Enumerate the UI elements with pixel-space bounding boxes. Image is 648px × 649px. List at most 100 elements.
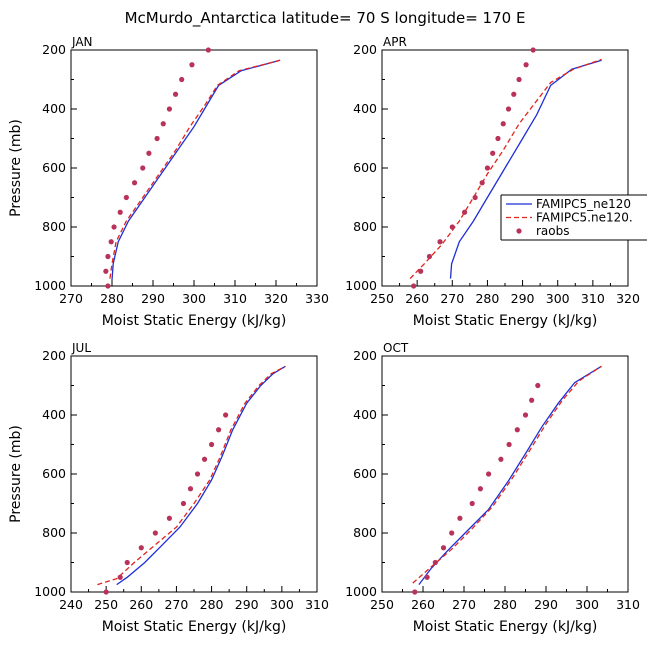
y-tick-label: 800 (42, 525, 66, 540)
x-tick-label: 260 (129, 597, 153, 612)
raobs-point (530, 47, 536, 53)
x-tick-label: 310 (581, 291, 605, 306)
x-tick-label: 270 (164, 597, 188, 612)
y-tick-label: 800 (353, 525, 377, 540)
x-tick-label: 280 (200, 597, 224, 612)
y-tick-label: 600 (42, 466, 66, 481)
raobs-point (180, 500, 187, 507)
dashed-series-line (409, 58, 602, 280)
y-tick-label: 200 (353, 348, 377, 363)
series-1 (409, 58, 602, 280)
raobs-point (479, 180, 485, 186)
raobs-point (103, 589, 109, 595)
raobs-point (103, 268, 109, 274)
figure-title: McMurdo_Antarctica latitude= 70 S longit… (125, 9, 526, 28)
raobs-point (154, 135, 160, 142)
raobs-point (486, 471, 492, 477)
raobs-point (105, 283, 111, 289)
raobs-point (111, 224, 117, 230)
legend-label: raobs (536, 224, 570, 238)
y-tick-label: 600 (42, 160, 66, 175)
series-0 (111, 59, 281, 281)
y-tick-label: 200 (353, 42, 377, 57)
y-tick-label: 200 (42, 348, 66, 363)
y-axis-label: Pressure (mb) (8, 119, 24, 217)
raobs-point (411, 283, 417, 289)
x-tick-label: 280 (475, 291, 499, 306)
legend-label: FAMIPC5.ne120. (536, 211, 633, 225)
x-axis-label: Moist Static Energy (kJ/kg) (102, 619, 287, 635)
raobs-point (223, 412, 229, 418)
x-tick-label: 250 (94, 597, 118, 612)
raobs-point (172, 91, 179, 97)
month-label: JAN (71, 35, 93, 49)
raobs-point (179, 76, 185, 83)
raobs-point (469, 500, 475, 507)
x-tick-label: 310 (305, 597, 329, 612)
x-tick-label: 300 (270, 597, 294, 612)
raobs-point (426, 253, 433, 260)
raobs-point (412, 589, 418, 595)
series-0 (418, 365, 602, 585)
raobs-point (201, 456, 208, 462)
raobs-point (440, 545, 447, 551)
x-axis-label: Moist Static Energy (kJ/kg) (413, 619, 598, 635)
panels: 270 280 290 300 310 320 330 200 400 600 800 1000 JAN… (8, 35, 640, 635)
raobs-point (498, 456, 504, 462)
raobs-point (511, 91, 517, 97)
x-tick-label: 290 (534, 597, 558, 612)
raobs-point (457, 515, 463, 521)
month-label: JUL (71, 341, 91, 355)
series-0 (449, 59, 602, 279)
x-tick-label: 260 (411, 597, 435, 612)
raobs-point (108, 239, 114, 245)
x-axis-label: Moist Static Energy (kJ/kg) (413, 313, 598, 329)
y-tick-label: 800 (42, 219, 66, 234)
series-1 (109, 59, 281, 279)
raobs-point (166, 106, 172, 112)
raobs-point (529, 397, 535, 403)
panel-jul: 240 250 260 270 280 290 300 310 200 400 600 800 1000… (8, 341, 329, 635)
raobs-point (123, 194, 129, 201)
x-tick-label: 290 (141, 291, 165, 306)
raobs-point (424, 574, 430, 580)
raobs-point (194, 471, 201, 477)
series-0 (116, 365, 286, 586)
raobs-point (131, 180, 138, 186)
panel-apr: 250 260 270 280 290 300 310 320 200 400 600 800 1000… (345, 35, 640, 329)
plot-frame (381, 355, 629, 593)
month-label: OCT (383, 341, 409, 355)
solid-series-line (111, 59, 281, 281)
raobs-point (160, 121, 166, 127)
series-2 (411, 47, 536, 289)
x-tick-label: 310 (223, 291, 247, 306)
raobs-point (472, 194, 478, 201)
x-tick-label: 270 (59, 291, 83, 306)
raobs-point (105, 253, 111, 260)
panel-jan: 270 280 290 300 310 320 330 200 400 600 800 1000 JAN… (8, 35, 329, 329)
raobs-point (187, 486, 194, 492)
x-tick-label: 290 (511, 291, 535, 306)
raobs-point (490, 150, 496, 156)
raobs-point (522, 412, 529, 418)
series-2 (103, 47, 211, 289)
raobs-point (140, 165, 146, 171)
panel-oct: 250 260 270 280 290 300 310 200 400 600 800 1000 OCT… (345, 341, 640, 635)
x-axis-label: Moist Static Energy (kJ/kg) (102, 313, 287, 329)
raobs-point (117, 209, 123, 215)
month-label: APR (383, 35, 407, 49)
legend-label: FAMIPC5_ne120 (536, 197, 631, 211)
raobs-point (505, 106, 512, 112)
raobs-point (418, 268, 424, 274)
x-tick-label: 270 (440, 291, 464, 306)
x-tick-label: 270 (452, 597, 476, 612)
raobs-point (166, 515, 172, 521)
raobs-point (506, 441, 512, 448)
raobs-point (208, 441, 215, 448)
y-tick-label: 400 (42, 407, 66, 422)
legend-marker (516, 228, 522, 234)
y-axis-label: Pressure (mb) (8, 425, 24, 523)
x-tick-label: 300 (546, 291, 570, 306)
x-tick-label: 280 (493, 597, 517, 612)
